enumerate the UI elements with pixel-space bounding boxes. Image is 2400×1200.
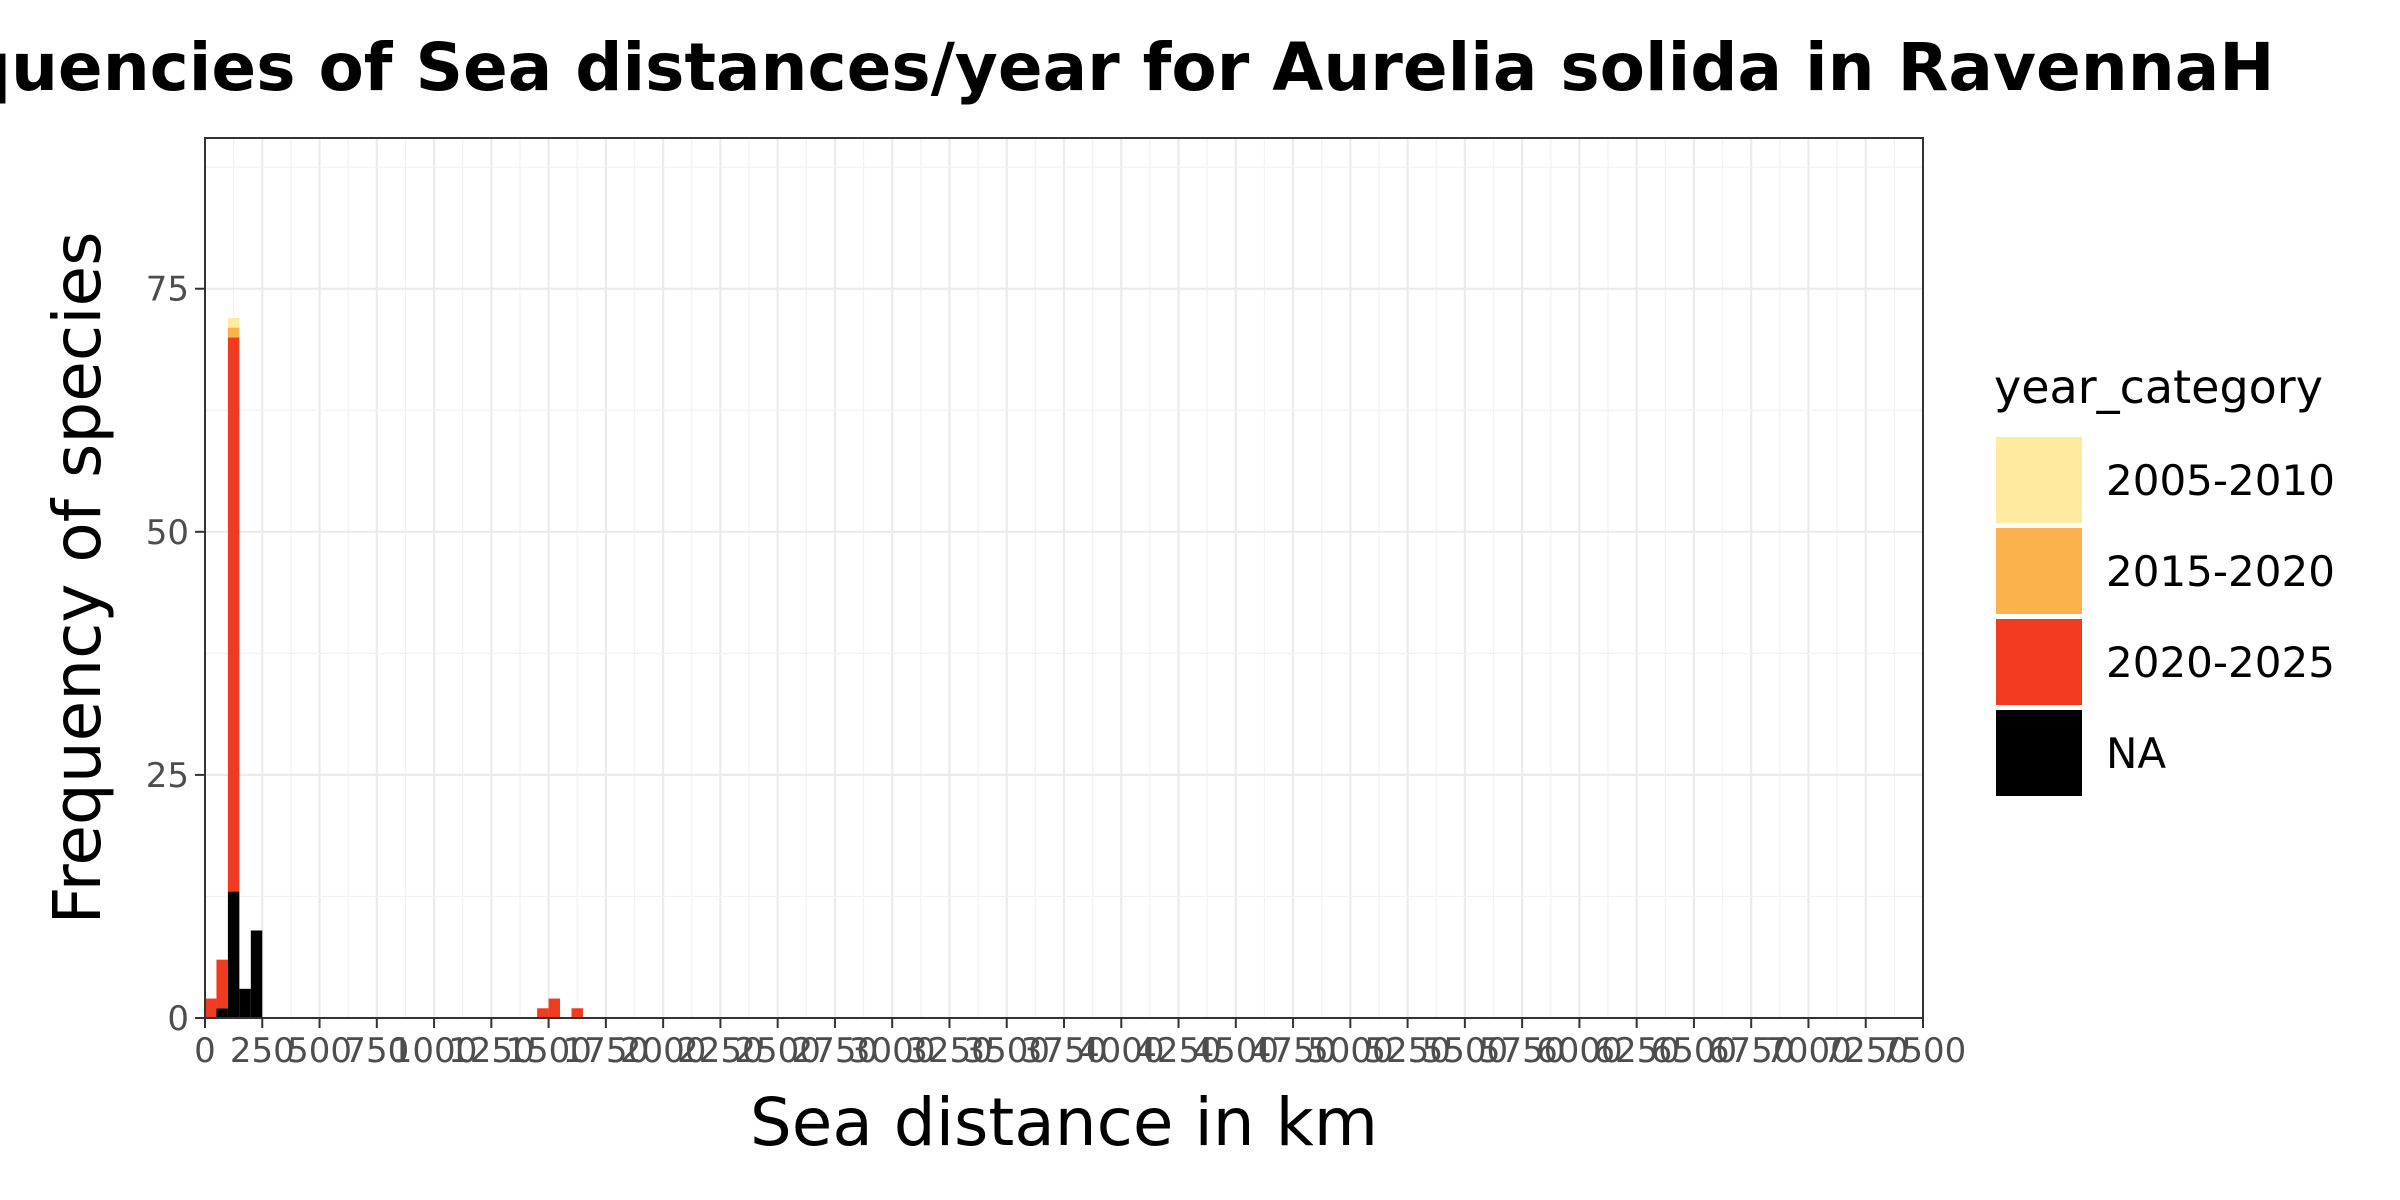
legend-label: 2005-2010 xyxy=(2106,456,2335,505)
bar-segment-2020-2025 xyxy=(205,999,216,1018)
x-tick-label: 500 xyxy=(287,1031,352,1071)
bar-segment-2020-2025 xyxy=(572,1008,583,1018)
y-axis: 0 25 50 75 xyxy=(146,270,205,1039)
y-tick-label: 0 xyxy=(167,999,189,1039)
legend-key xyxy=(1996,437,2082,523)
grid-lines xyxy=(205,138,1923,1018)
legend-title: year_category xyxy=(1994,360,2323,414)
legend-key xyxy=(1996,528,2082,614)
x-tick-label: 7500 xyxy=(1880,1031,1967,1071)
x-tick-label: 250 xyxy=(230,1031,295,1071)
y-tick-label: 50 xyxy=(146,513,189,553)
bar-segment-2020-2025 xyxy=(216,960,227,1009)
x-tick-label: 0 xyxy=(194,1031,216,1071)
x-axis-title: Sea distance in km xyxy=(750,1084,1378,1161)
bar-segment-na xyxy=(251,930,262,1018)
bar-segment-2020-2025 xyxy=(537,1008,548,1018)
legend-label: 2020-2025 xyxy=(2106,638,2335,687)
bar-segment-2015-2020 xyxy=(228,328,239,338)
y-axis-title: Frequency of species xyxy=(39,231,116,924)
bar-segment-2005-2010 xyxy=(228,318,239,328)
bar-segment-na xyxy=(228,892,239,1018)
legend-key xyxy=(1996,619,2082,705)
x-axis: 0 250500750100012501500175020002250250027… xyxy=(194,1018,1966,1071)
bar-segment-2020-2025 xyxy=(549,999,560,1018)
legend-label: NA xyxy=(2106,729,2166,778)
bar-segment-na xyxy=(239,989,250,1018)
legend-key xyxy=(1996,710,2082,796)
bar-segment-na xyxy=(216,1008,227,1018)
plot-panel xyxy=(205,138,1923,1018)
chart-title: Frequencies of Sea distances/year for Au… xyxy=(0,29,2274,106)
y-tick-label: 25 xyxy=(146,756,189,796)
legend: year_category 2005-2010 2015-2020 2020-202… xyxy=(1994,360,2335,796)
legend-label: 2015-2020 xyxy=(2106,547,2335,596)
y-tick-label: 75 xyxy=(146,270,189,310)
bar-segment-2020-2025 xyxy=(228,337,239,891)
